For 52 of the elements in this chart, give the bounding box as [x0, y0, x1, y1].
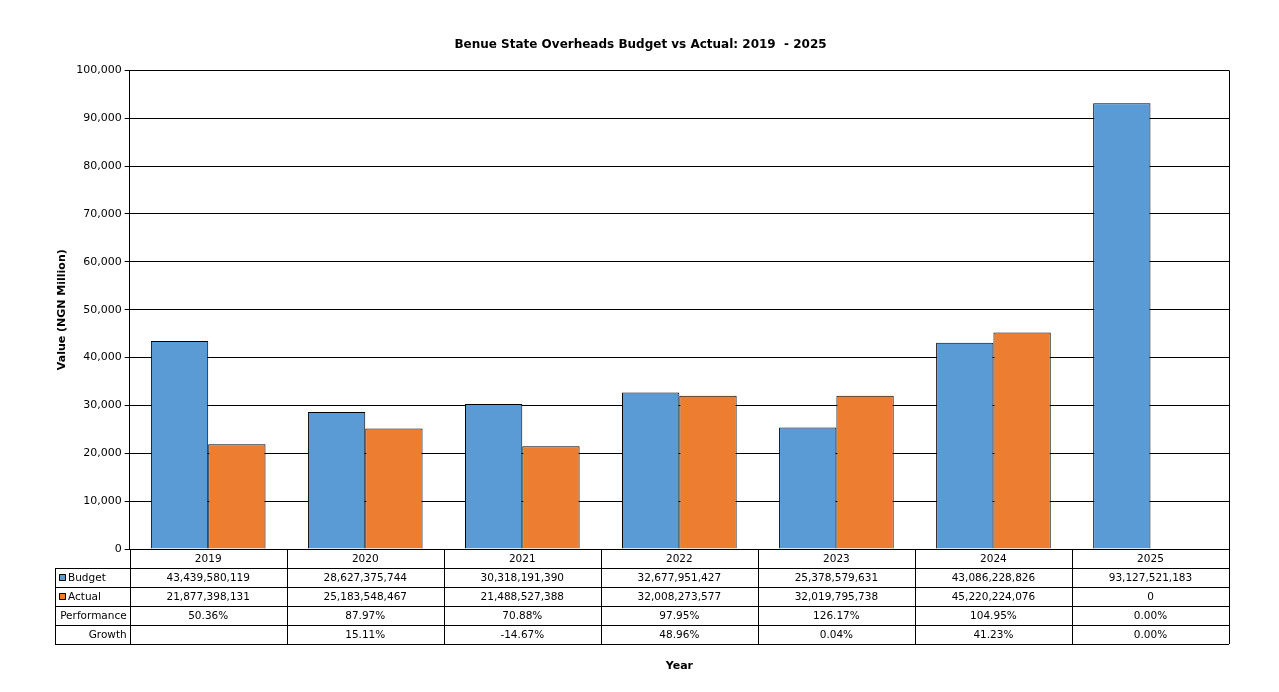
text: 41.23% [973, 628, 1014, 641]
text: 0.00% [1133, 609, 1168, 622]
x-tick-label: 2023 [823, 552, 850, 565]
chart-title: Benue State Overheads Budget vs Actual: 2019 - 2025 [454, 37, 827, 52]
y-tick-label: 30,000 [83, 398, 122, 412]
y-tick-label: 40,000 [83, 350, 122, 364]
y-tick-label: 10,000 [83, 494, 122, 507]
text: 43,086,228,826 [951, 571, 1036, 584]
text: -14.67% [500, 628, 545, 641]
x-tick-label: 2025 [1137, 552, 1164, 565]
legend-label: Budget [68, 571, 106, 584]
text: 126.17% [813, 609, 860, 622]
text: 97.95% [659, 609, 700, 622]
text: 93,127,521,183 [1108, 571, 1193, 584]
text: Growth [88, 628, 127, 641]
x-tick-label: 2020 [351, 552, 379, 565]
text: 30,318,191,390 [480, 571, 565, 584]
text: 32,019,795,738 [794, 590, 879, 603]
text: 21,877,398,131 [166, 590, 250, 603]
x-tick-label: 2021 [508, 552, 536, 565]
text: 0.04% [819, 628, 854, 641]
y-tick-label: 20,000 [83, 446, 122, 460]
text: 87.97% [345, 609, 386, 622]
y-tick-label: 50,000 [83, 302, 122, 316]
legend-label: Actual [68, 590, 101, 603]
text: 25,183,548,467 [323, 590, 407, 603]
text: 45,220,224,076 [951, 590, 1036, 603]
y-tick-label: 60,000 [83, 254, 122, 268]
text: Year [664, 658, 694, 672]
text: 0 [1147, 590, 1154, 603]
text: 28,627,375,744 [323, 571, 408, 584]
text: 21,488,527,388 [480, 590, 565, 603]
text: 32,677,951,427 [637, 571, 722, 584]
x-tick-label: 2019 [194, 552, 222, 565]
y-tick-label: 80,000 [83, 158, 122, 172]
text: 0.00% [1133, 628, 1168, 641]
text: 25,378,579,631 [794, 571, 879, 584]
text: 43,439,580,119 [166, 571, 250, 584]
text: 104.95% [970, 609, 1017, 622]
text: Performance [60, 609, 127, 622]
y-tick-label: 90,000 [83, 111, 122, 125]
y-axis-title: Value (NGN Million) [55, 249, 69, 371]
x-tick-label: 2022 [665, 552, 693, 565]
x-tick-label: 2024 [980, 552, 1008, 565]
y-tick-label: 100,000 [76, 63, 122, 77]
text: 50.36% [188, 609, 229, 622]
text: 15.11% [345, 628, 386, 641]
y-tick-label: 70,000 [83, 206, 122, 220]
text: 70.88% [502, 609, 543, 622]
text: 48.96% [659, 628, 700, 641]
text: 32,008,273,577 [637, 590, 722, 603]
y-tick-label: 0 [114, 541, 122, 555]
